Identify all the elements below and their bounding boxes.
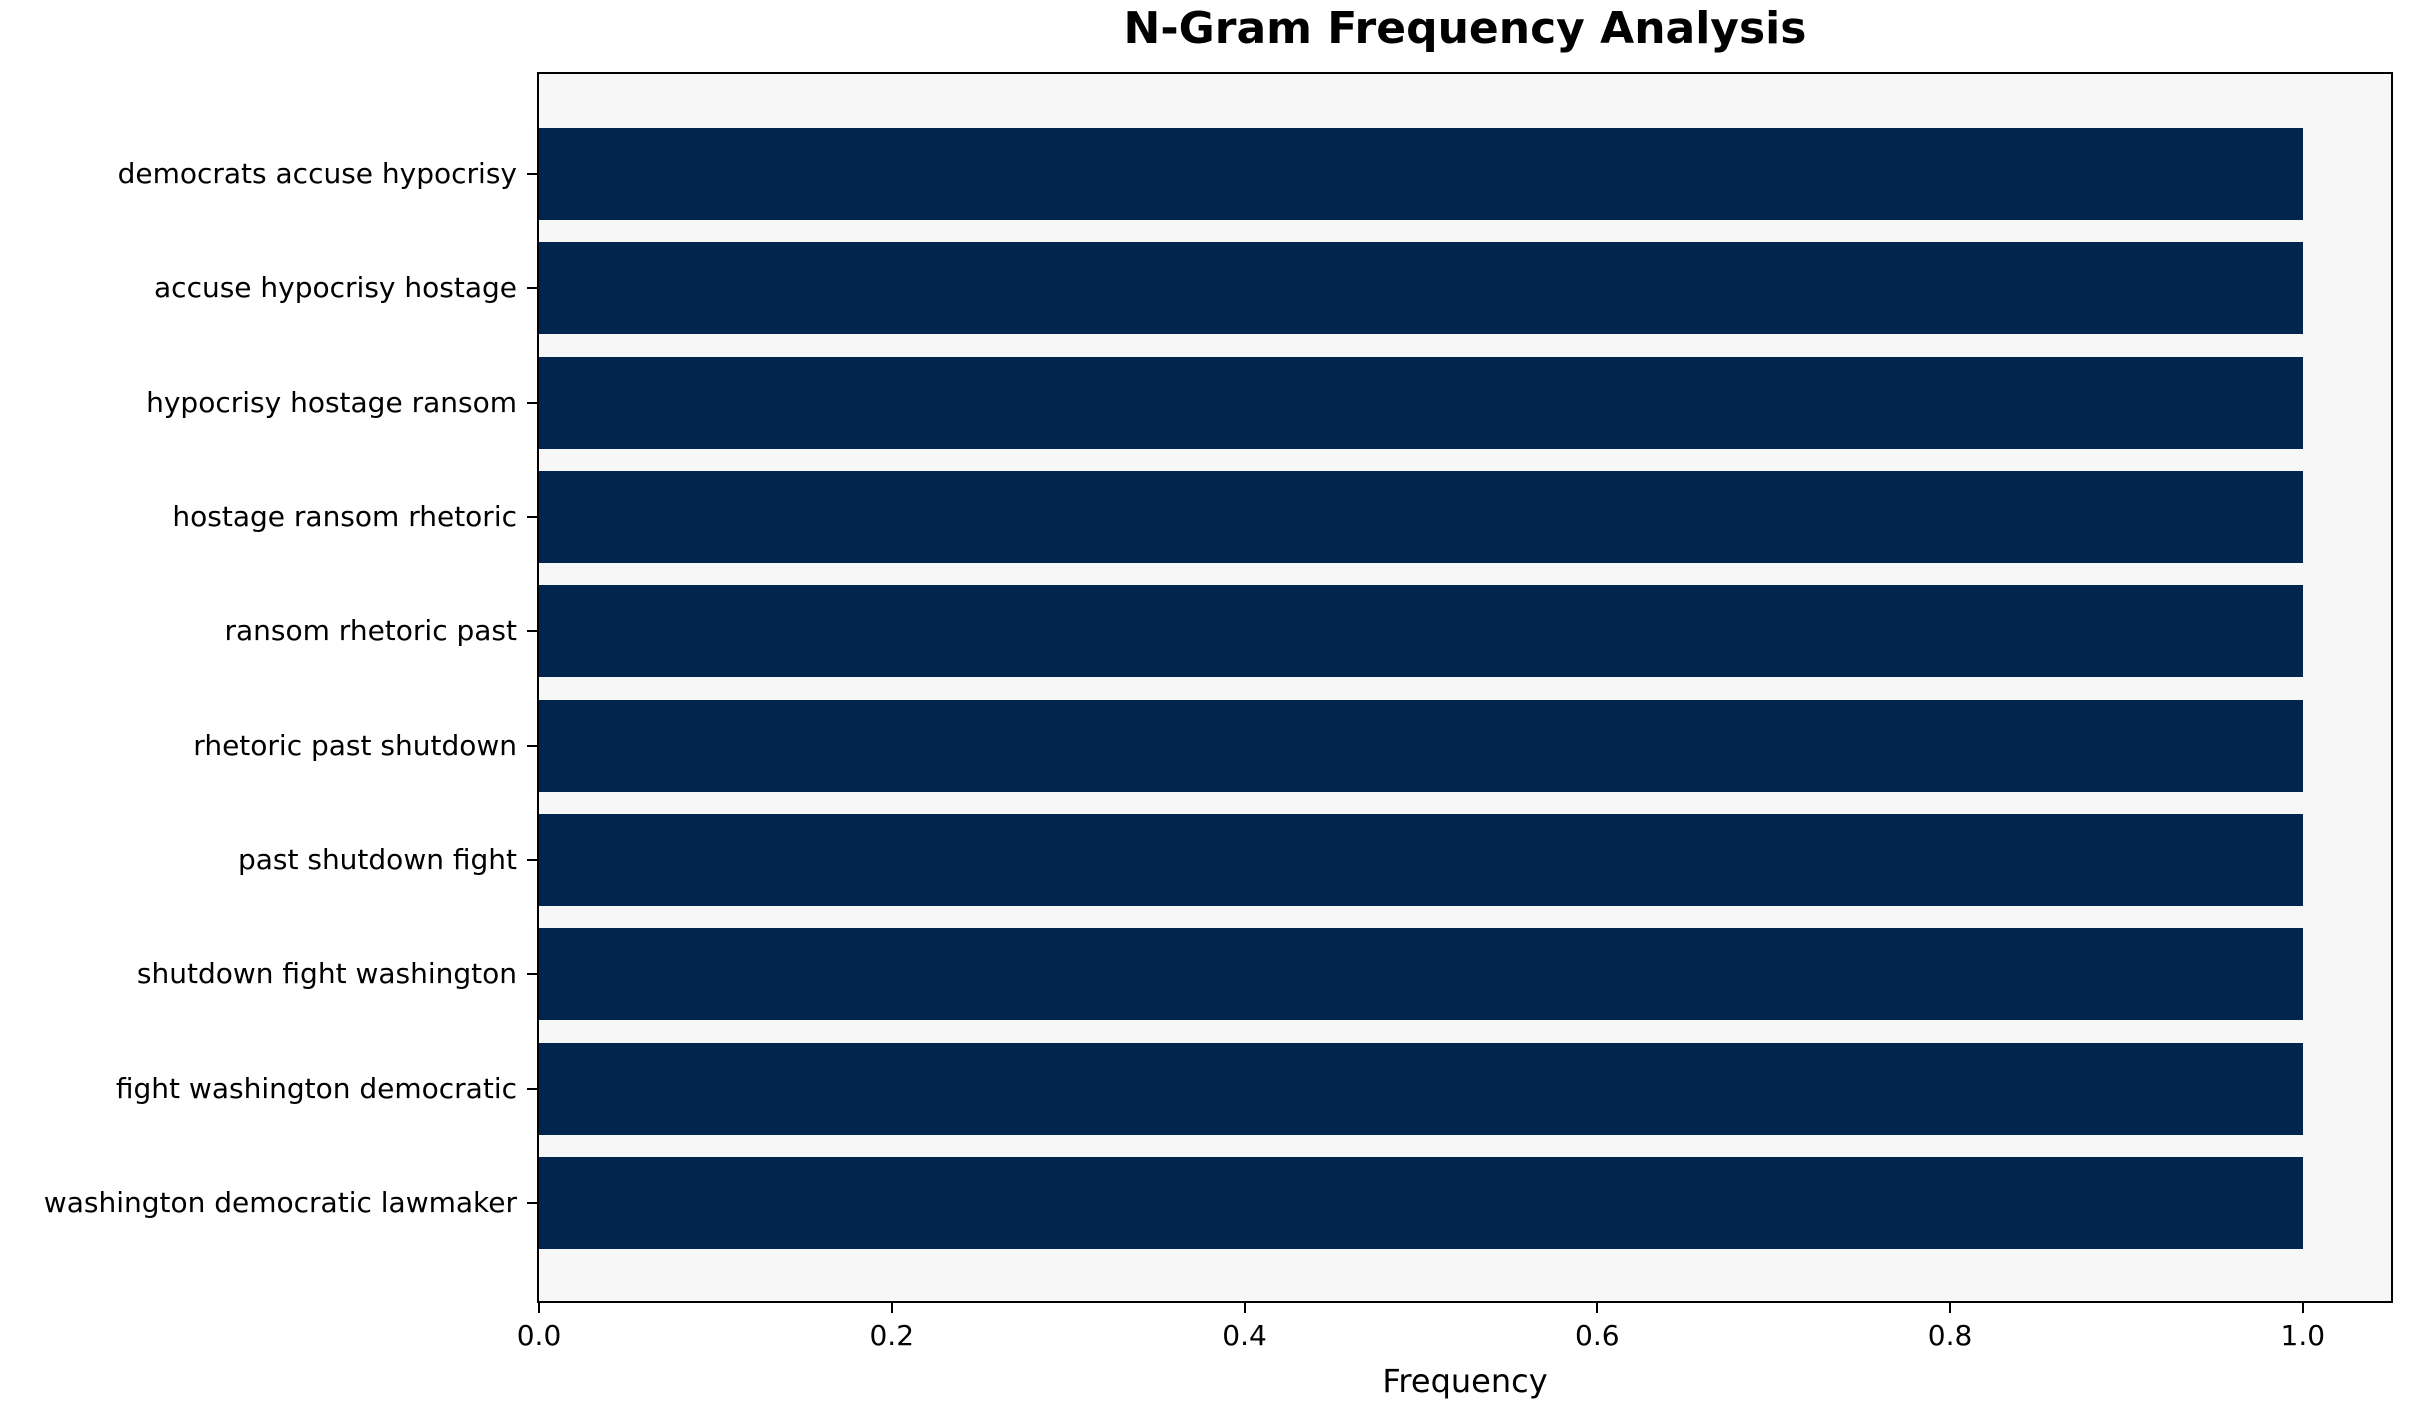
plot-area	[537, 72, 2393, 1303]
x-tick-label: 0.4	[1222, 1319, 1267, 1352]
bar	[539, 1042, 2303, 1135]
y-tick-mark	[527, 401, 537, 404]
x-tick-mark	[1949, 1303, 1952, 1313]
y-tick-mark	[527, 859, 537, 861]
y-tick-label: accuse hypocrisy hostage	[154, 271, 517, 305]
x-tick-label: 0.0	[516, 1319, 562, 1352]
y-tick-label: past shutdown fight	[237, 843, 517, 876]
chart-title: N-Gram Frequency Analysis	[1123, 3, 1807, 54]
x-tick-label: 0.2	[869, 1319, 915, 1352]
bar	[539, 470, 2303, 563]
y-tick-label: shutdown fight washington	[136, 957, 517, 991]
x-tick-label: 0.6	[1575, 1319, 1620, 1352]
y-tick-label: hypocrisy hostage ransom	[146, 385, 517, 419]
y-tick-label: washington democratic lawmaker	[43, 1186, 517, 1219]
y-tick-mark	[527, 1202, 537, 1204]
x-tick-mark	[1596, 1303, 1599, 1313]
x-tick-mark	[1243, 1303, 1246, 1313]
x-axis-label: Frequency	[1382, 1362, 1548, 1400]
y-tick-mark	[527, 287, 537, 290]
y-tick-mark	[527, 973, 537, 976]
y-tick-mark	[527, 516, 537, 518]
y-tick-label: rhetoric past shutdown	[193, 728, 517, 762]
bar	[539, 356, 2303, 449]
y-tick-mark	[527, 1087, 537, 1090]
bar	[539, 585, 2303, 678]
bar	[539, 928, 2303, 1021]
x-tick-label: 1.0	[2280, 1319, 2326, 1352]
x-tick-mark	[890, 1303, 893, 1313]
bar	[539, 128, 2303, 220]
bar	[539, 813, 2303, 906]
x-tick-mark	[538, 1303, 540, 1313]
bar	[539, 699, 2303, 792]
x-tick-mark	[2301, 1303, 2304, 1313]
bar	[539, 242, 2303, 335]
y-tick-mark	[527, 173, 537, 175]
y-tick-label: ransom rhetoric past	[224, 614, 518, 648]
y-tick-mark	[527, 744, 537, 747]
y-tick-label: fight washington democratic	[115, 1071, 517, 1105]
y-tick-label: hostage ransom rhetoric	[172, 500, 517, 533]
x-tick-label: 0.8	[1927, 1319, 1973, 1352]
bar	[539, 1156, 2303, 1249]
y-tick-mark	[527, 630, 537, 633]
y-tick-label: democrats accuse hypocrisy	[117, 157, 517, 190]
